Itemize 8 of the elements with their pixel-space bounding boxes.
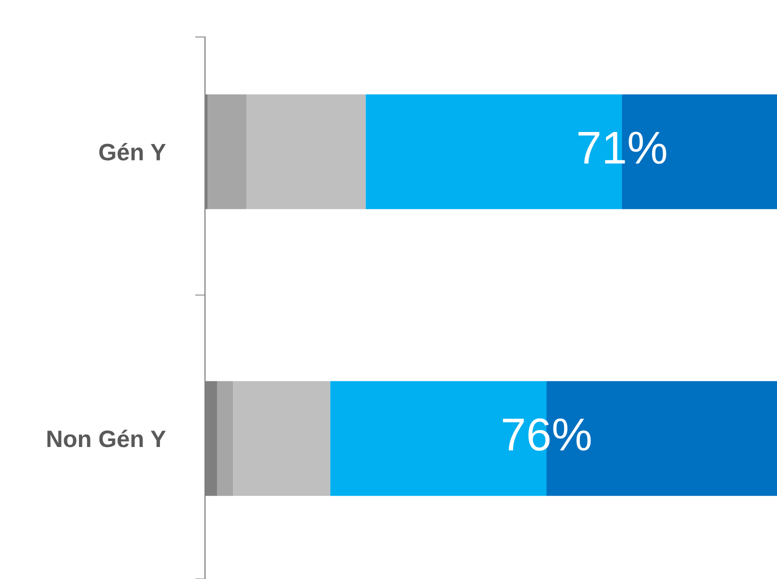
y-tick-label: Gén Y: [99, 142, 166, 160]
bar: [217, 381, 234, 496]
bar: [208, 94, 247, 210]
annotation: 76%: [502, 418, 591, 451]
y-tick-label: Non Gén Y: [47, 430, 166, 448]
bar: [246, 94, 366, 210]
annotation: 71%: [578, 132, 666, 164]
bar: [233, 381, 330, 496]
